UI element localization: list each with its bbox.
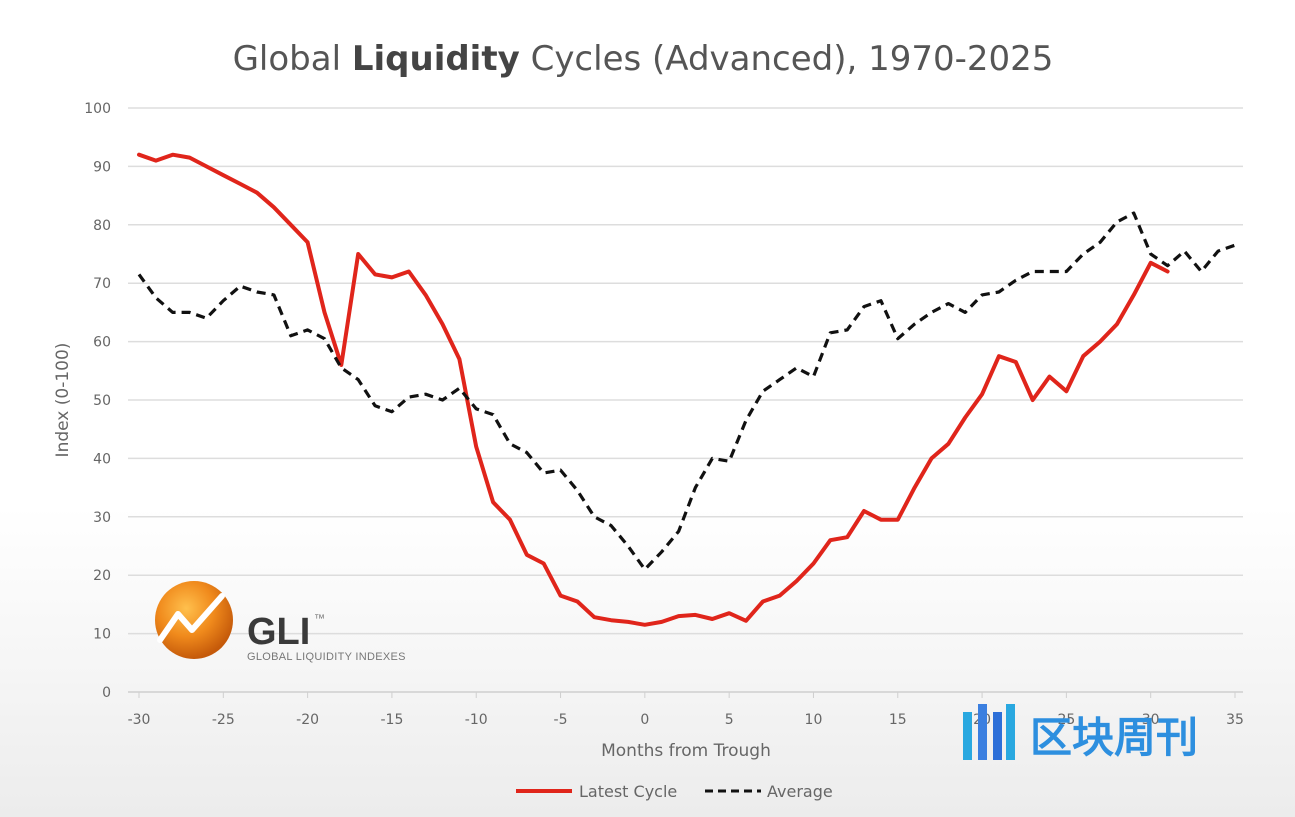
x-tick-label: -5 bbox=[554, 712, 568, 728]
legend-label-latest-cycle: Latest Cycle bbox=[579, 782, 677, 801]
watermark-text: 区块周刊 bbox=[1030, 713, 1198, 762]
gli-logo-tagline: GLOBAL LIQUIDITY INDEXES bbox=[247, 651, 406, 663]
x-axis-ticks: -30-25-20-15-10-505101520253035 bbox=[128, 692, 1244, 728]
y-tick-label: 80 bbox=[93, 218, 111, 234]
series-layer bbox=[137, 152, 1236, 627]
chart-title-part-2: Liquidity bbox=[352, 39, 520, 79]
y-axis-label: Index (0-100) bbox=[53, 343, 73, 458]
y-axis-ticks: 0 10 20 30 40 50 60 70 80 90 100 bbox=[84, 101, 111, 701]
y-tick-label: 20 bbox=[93, 568, 111, 584]
x-tick-label: 5 bbox=[725, 712, 734, 728]
legend: Latest Cycle Average bbox=[516, 782, 833, 801]
series-line-average bbox=[137, 211, 1236, 571]
x-tick-label: 30 bbox=[1142, 712, 1160, 728]
x-tick-label: -30 bbox=[128, 712, 151, 728]
x-tick-label: 35 bbox=[1226, 712, 1244, 728]
x-tick-label: 25 bbox=[1057, 712, 1075, 728]
watermark: 区块周刊 bbox=[963, 704, 1198, 762]
x-tick-label: -20 bbox=[296, 712, 319, 728]
y-tick-label: 40 bbox=[93, 451, 111, 467]
series-line-latest-cycle bbox=[137, 152, 1170, 627]
gridlines bbox=[128, 107, 1243, 693]
y-tick-label: 60 bbox=[93, 335, 111, 351]
y-tick-label: 50 bbox=[93, 393, 111, 409]
y-tick-label: 10 bbox=[93, 627, 111, 643]
y-tick-label: 0 bbox=[102, 685, 111, 701]
gli-logo-trademark: ™ bbox=[314, 613, 325, 625]
gli-logo-mark: GLI bbox=[247, 611, 310, 653]
x-tick-label: 0 bbox=[640, 712, 649, 728]
legend-label-average: Average bbox=[767, 782, 833, 801]
gli-logo-globe-icon bbox=[155, 581, 233, 659]
y-tick-label: 90 bbox=[93, 159, 111, 175]
y-tick-label: 30 bbox=[93, 510, 111, 526]
x-tick-label: -15 bbox=[380, 712, 403, 728]
x-tick-label: -25 bbox=[212, 712, 235, 728]
y-tick-label: 100 bbox=[84, 101, 111, 117]
chart-title: Global Liquidity Cycles (Advanced), 1970… bbox=[233, 39, 1054, 79]
x-tick-label: -10 bbox=[465, 712, 488, 728]
x-axis-label: Months from Trough bbox=[601, 741, 771, 761]
x-tick-label: 15 bbox=[889, 712, 907, 728]
gli-logo: GLI ™ GLOBAL LIQUIDITY INDEXES bbox=[155, 581, 406, 663]
chart-title-part-1: Global bbox=[233, 39, 352, 79]
watermark-logo-icon bbox=[963, 704, 1015, 760]
y-tick-label: 70 bbox=[93, 276, 111, 292]
x-tick-label: 10 bbox=[805, 712, 823, 728]
chart-title-part-3: Cycles (Advanced), 1970-2025 bbox=[520, 39, 1054, 79]
gli-logo-trend-arrow-icon bbox=[157, 593, 225, 643]
